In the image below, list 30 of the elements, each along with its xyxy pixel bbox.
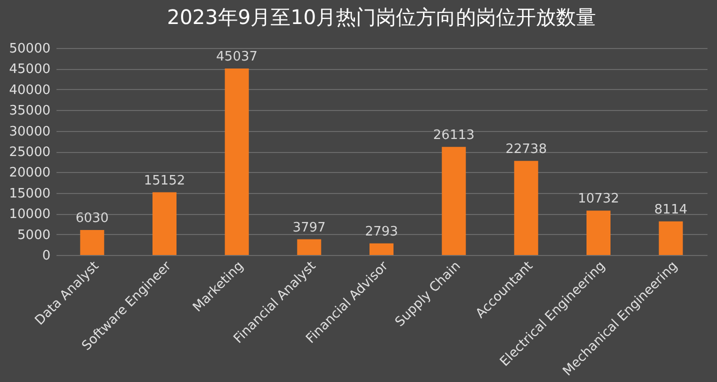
data-label: 8114 <box>654 202 688 218</box>
data-label: 26113 <box>433 128 475 143</box>
y-tick-label: 15000 <box>9 186 50 202</box>
data-label: 6030 <box>76 211 109 226</box>
y-tick-label: 20000 <box>9 166 50 181</box>
bar <box>658 221 683 255</box>
bar <box>586 210 610 255</box>
data-label: 3797 <box>292 220 326 236</box>
bar <box>297 239 322 255</box>
y-tick-label: 5000 <box>17 228 50 243</box>
data-label: 22738 <box>505 142 547 157</box>
y-tick-label: 45000 <box>9 62 50 78</box>
y-tick-label: 0 <box>42 248 50 264</box>
bar <box>370 243 394 255</box>
y-tick-label: 25000 <box>9 145 50 160</box>
y-tick-label: 35000 <box>9 104 50 119</box>
y-tick-label: 50000 <box>9 42 50 56</box>
bar <box>442 146 466 255</box>
bar <box>152 192 176 255</box>
bar <box>224 68 249 255</box>
data-label: 10732 <box>578 192 620 207</box>
bar <box>80 230 104 255</box>
data-label: 2793 <box>364 224 398 240</box>
y-tick-label: 40000 <box>9 82 50 98</box>
chart-title: 2023年9月至10月热门岗位方向的岗位开放数量 <box>166 5 596 29</box>
bar <box>514 160 538 255</box>
y-tick-label: 30000 <box>9 124 50 140</box>
data-label: 15152 <box>144 173 186 188</box>
data-label: 45037 <box>216 50 258 65</box>
y-tick-label: 10000 <box>9 207 50 222</box>
